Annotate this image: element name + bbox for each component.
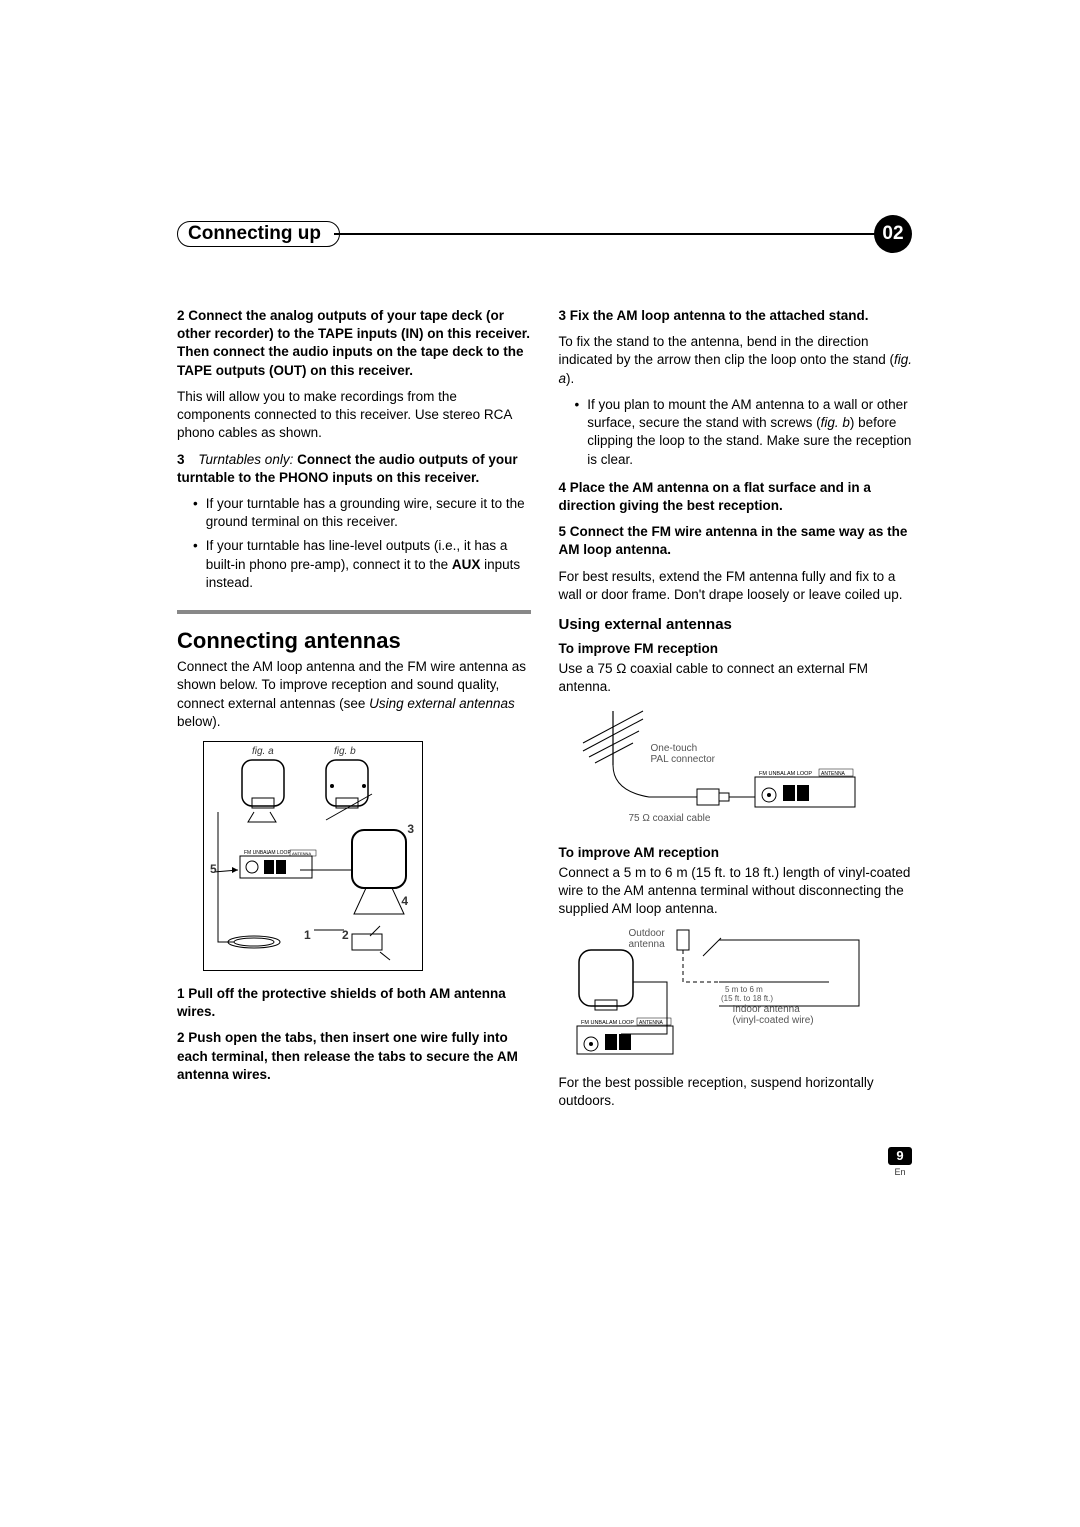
antenna-step-1: 1 Pull off the protective shields of bot… bbox=[177, 985, 531, 1021]
chapter-title-pill: Connecting up bbox=[177, 221, 340, 247]
svg-text:AM LOOP: AM LOOP bbox=[787, 771, 812, 777]
am-reception-body: Connect a 5 m to 6 m (15 ft. to 18 ft.) … bbox=[559, 864, 913, 919]
bullet-item: • If your turntable has a grounding wire… bbox=[177, 495, 531, 531]
svg-text:ANTENNA: ANTENNA bbox=[821, 771, 846, 777]
bullet-icon: • bbox=[193, 537, 198, 592]
external-antennas-heading: Using external antennas bbox=[559, 616, 913, 633]
outdoor-label: Outdoor antenna bbox=[629, 928, 665, 950]
bullet-icon: • bbox=[575, 396, 580, 469]
fm-diagram-svg: 880 FM UNBAL AM LOOP ANTENNA bbox=[569, 705, 869, 835]
fm-reception-heading: To improve FM reception bbox=[559, 641, 913, 656]
bullet-item: • If your turntable has line-level outpu… bbox=[177, 537, 531, 592]
svg-text:(15 ft. to 18 ft.): (15 ft. to 18 ft.) bbox=[721, 994, 773, 1003]
fig-a-label: fig. a bbox=[252, 746, 274, 757]
bullet-text: If your turntable has a grounding wire, … bbox=[206, 495, 531, 531]
step-3: 3 Turntables only: Connect the audio out… bbox=[177, 451, 531, 487]
antenna-step-5-body: For best results, extend the FM antenna … bbox=[559, 568, 913, 604]
step-2-heading: 2 Connect the analog outputs of your tap… bbox=[177, 307, 531, 380]
svg-text:ANTENNA: ANTENNA bbox=[292, 851, 311, 856]
page-content: Connecting up 02 2 Connect the analog ou… bbox=[177, 215, 912, 1119]
antenna-step-4: 4 Place the AM antenna on a flat surface… bbox=[559, 479, 913, 515]
svg-text:FM UNBAL: FM UNBAL bbox=[244, 850, 270, 856]
bullet-text: If your turntable has line-level outputs… bbox=[206, 537, 531, 592]
step-3-italic: Turntables only: bbox=[198, 452, 293, 467]
chapter-number: 02 bbox=[882, 223, 903, 245]
page-footer: 9 En bbox=[888, 1147, 912, 1177]
bullet-item: • If you plan to mount the AM antenna to… bbox=[559, 396, 913, 469]
section-rule bbox=[177, 610, 531, 614]
step-2-body: This will allow you to make recordings f… bbox=[177, 388, 531, 443]
chapter-number-badge: 02 bbox=[874, 215, 912, 253]
section-intro: Connect the AM loop antenna and the FM w… bbox=[177, 658, 531, 731]
svg-text:5 m to 6 m: 5 m to 6 m bbox=[725, 985, 763, 994]
antenna-step-5-heading: 5 Connect the FM wire antenna in the sam… bbox=[559, 523, 913, 559]
coax-label: 75 Ω coaxial cable bbox=[629, 813, 711, 824]
bullet-icon: • bbox=[193, 495, 198, 531]
antenna-step-3-body: To fix the stand to the antenna, bend in… bbox=[559, 333, 913, 388]
section-heading: Connecting antennas bbox=[177, 628, 531, 654]
indoor-label: Indoor antenna (vinyl-coated wire) bbox=[733, 1004, 814, 1026]
svg-text:ANTENNA: ANTENNA bbox=[639, 1020, 664, 1026]
fig-num-2: 2 bbox=[342, 928, 349, 942]
svg-text:AM LOOP: AM LOOP bbox=[609, 1020, 634, 1026]
fig-b-label: fig. b bbox=[334, 746, 356, 757]
svg-text:FM UNBAL: FM UNBAL bbox=[759, 771, 787, 777]
page-language: En bbox=[888, 1167, 912, 1177]
page-number-badge: 9 bbox=[888, 1147, 912, 1165]
two-column-layout: 2 Connect the analog outputs of your tap… bbox=[177, 307, 912, 1119]
am-antenna-figure: 5 m to 6 m (15 ft. to 18 ft.) FM UNBAL A… bbox=[569, 926, 869, 1066]
svg-text:FM UNBAL: FM UNBAL bbox=[581, 1020, 609, 1026]
closing-text: For the best possible reception, suspend… bbox=[559, 1074, 913, 1110]
header-rule bbox=[334, 233, 876, 235]
antenna-diagram-svg: FM UNBAL AM LOOP ANTENNA bbox=[204, 742, 424, 972]
svg-text:AM LOOP: AM LOOP bbox=[268, 850, 291, 856]
right-column: 3 Fix the AM loop antenna to the attache… bbox=[559, 307, 913, 1119]
bullet-text: If you plan to mount the AM antenna to a… bbox=[587, 396, 912, 469]
fig-num-3: 3 bbox=[407, 822, 414, 836]
am-reception-heading: To improve AM reception bbox=[559, 845, 913, 860]
chapter-title: Connecting up bbox=[188, 223, 321, 245]
left-column: 2 Connect the analog outputs of your tap… bbox=[177, 307, 531, 1119]
step-3-num: 3 bbox=[177, 452, 185, 467]
pal-label: One-touch PAL connector bbox=[651, 743, 715, 765]
fm-reception-body: Use a 75 Ω coaxial cable to connect an e… bbox=[559, 660, 913, 696]
fm-antenna-figure: 880 FM UNBAL AM LOOP ANTENNA One bbox=[569, 705, 869, 835]
antenna-figure: fig. a fig. b bbox=[203, 741, 423, 971]
chapter-header: Connecting up 02 bbox=[177, 215, 912, 253]
fig-num-4: 4 bbox=[401, 894, 408, 908]
fig-num-5: 5 bbox=[210, 862, 217, 876]
antenna-step-3-bullets: • If you plan to mount the AM antenna to… bbox=[559, 396, 913, 469]
antenna-step-3-heading: 3 Fix the AM loop antenna to the attache… bbox=[559, 307, 913, 325]
fig-num-1: 1 bbox=[304, 928, 311, 942]
turntable-bullets: • If your turntable has a grounding wire… bbox=[177, 495, 531, 592]
am-diagram-svg: 5 m to 6 m (15 ft. to 18 ft.) FM UNBAL A… bbox=[569, 926, 869, 1066]
antenna-step-2: 2 Push open the tabs, then insert one wi… bbox=[177, 1029, 531, 1084]
